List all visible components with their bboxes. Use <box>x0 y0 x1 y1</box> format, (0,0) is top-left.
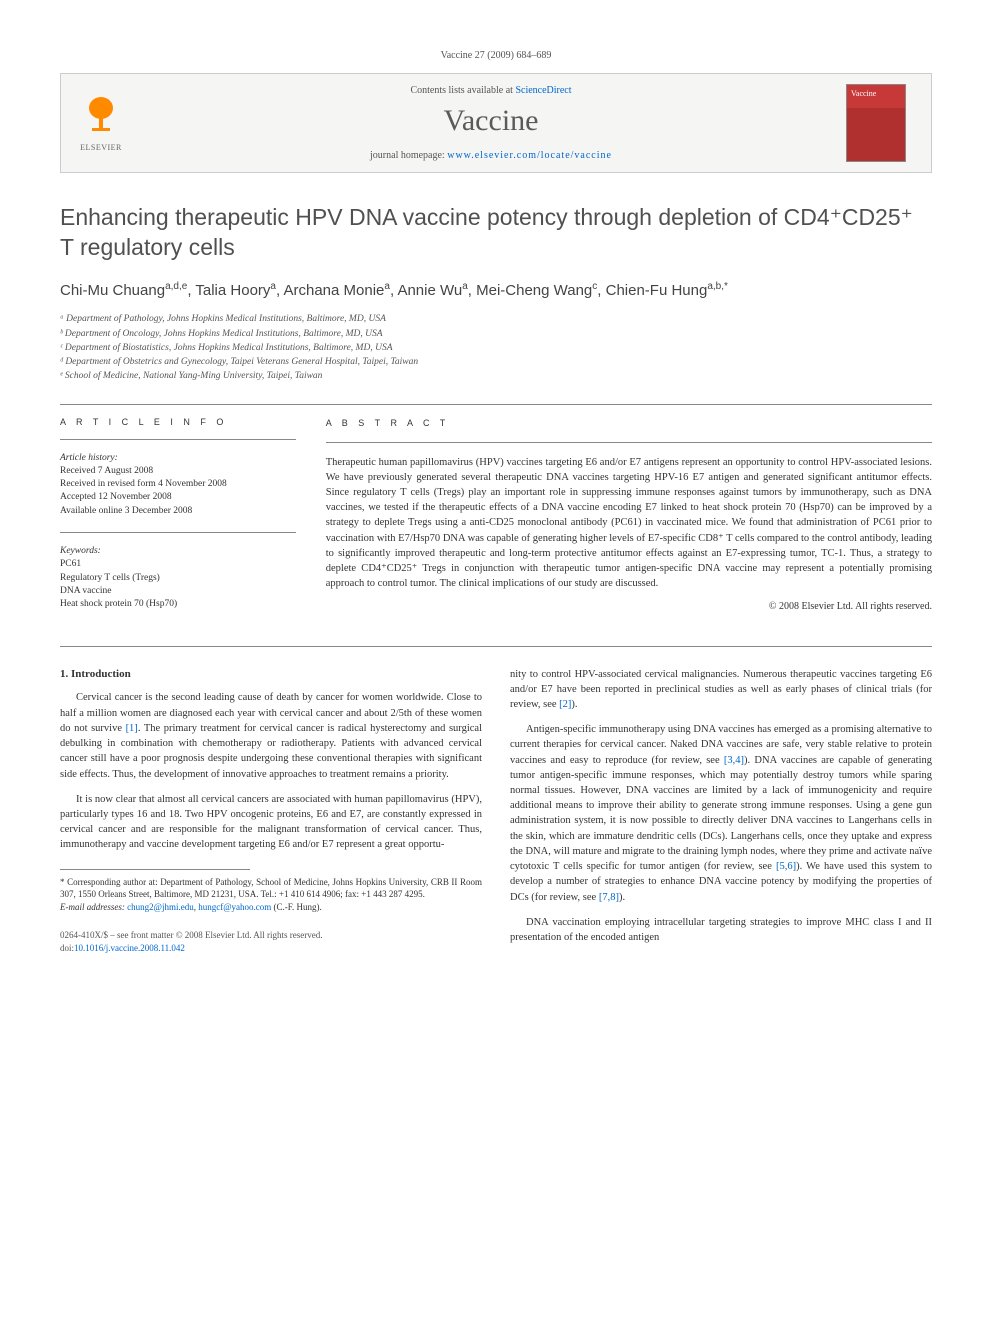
keyword-line: PC61 <box>60 558 296 571</box>
affiliation-line: ᵉ School of Medicine, National Yang-Ming… <box>60 369 932 383</box>
footnote-divider <box>60 869 250 870</box>
ref-link[interactable]: [7,8] <box>599 892 619 903</box>
journal-name: Vaccine <box>136 104 846 138</box>
section-1-heading: 1. Introduction <box>60 667 482 683</box>
elsevier-tree-icon <box>80 94 122 143</box>
article-title: Enhancing therapeutic HPV DNA vaccine po… <box>60 203 932 263</box>
ref-link[interactable]: [1] <box>126 723 138 734</box>
abstract-text: Therapeutic human papillomavirus (HPV) v… <box>326 455 932 592</box>
email-suffix: (C.-F. Hung). <box>271 902 322 912</box>
contents-prefix: Contents lists available at <box>410 85 515 96</box>
body-paragraph: It is now clear that almost all cervical… <box>60 792 482 853</box>
keyword-line: Heat shock protein 70 (Hsp70) <box>60 598 296 611</box>
history-line: Received 7 August 2008 <box>60 465 296 478</box>
article-info-label: A R T I C L E I N F O <box>60 417 296 427</box>
elsevier-logo: ELSEVIER <box>76 96 126 151</box>
abstract-label: A B S T R A C T <box>326 417 932 430</box>
doi-prefix: doi: <box>60 943 74 953</box>
doi-line: doi:10.1016/j.vaccine.2008.11.042 <box>60 942 482 955</box>
divider-bottom <box>60 646 932 647</box>
homepage-prefix: journal homepage: <box>370 150 447 161</box>
ref-link[interactable]: [3,4] <box>724 755 744 766</box>
history-line: Accepted 12 November 2008 <box>60 491 296 504</box>
email-link-1[interactable]: chung2@jhmi.edu <box>127 902 194 912</box>
publisher-logo-area: ELSEVIER <box>76 96 136 151</box>
keywords-block: Keywords: PC61Regulatory T cells (Tregs)… <box>60 545 296 611</box>
body-paragraph: nity to control HPV-associated cervical … <box>510 667 932 713</box>
author-list: Chi-Mu Chuanga,d,e, Talia Hoorya, Archan… <box>60 279 932 303</box>
issn-line: 0264-410X/$ – see front matter © 2008 El… <box>60 929 482 942</box>
affiliation-line: ᶜ Department of Biostatistics, Johns Hop… <box>60 341 932 355</box>
ref-link[interactable]: [2] <box>559 699 571 710</box>
journal-cover-area <box>846 84 916 162</box>
corresponding-text: * Corresponding author at: Department of… <box>60 876 482 901</box>
citation-header: Vaccine 27 (2009) 684–689 <box>60 50 932 61</box>
history-line: Received in revised form 4 November 2008 <box>60 478 296 491</box>
keywords-title: Keywords: <box>60 545 296 558</box>
journal-cover-thumbnail <box>846 84 906 162</box>
doi-link[interactable]: 10.1016/j.vaccine.2008.11.042 <box>74 943 185 953</box>
affiliation-line: ᵇ Department of Oncology, Johns Hopkins … <box>60 327 932 341</box>
history-line: Available online 3 December 2008 <box>60 505 296 518</box>
right-column: nity to control HPV-associated cervical … <box>510 667 932 956</box>
body-columns: 1. Introduction Cervical cancer is the s… <box>60 667 932 956</box>
journal-homepage-line: journal homepage: www.elsevier.com/locat… <box>136 150 846 161</box>
journal-homepage-link[interactable]: www.elsevier.com/locate/vaccine <box>447 150 612 161</box>
journal-banner: ELSEVIER Contents lists available at Sci… <box>60 73 932 173</box>
sciencedirect-link[interactable]: ScienceDirect <box>515 85 571 96</box>
publisher-name: ELSEVIER <box>80 143 122 152</box>
article-history-title: Article history: <box>60 452 296 465</box>
article-history-block: Article history: Received 7 August 2008R… <box>60 452 296 518</box>
page-footer: 0264-410X/$ – see front matter © 2008 El… <box>60 929 482 954</box>
email-link-2[interactable]: hungcf@yahoo.com <box>198 902 271 912</box>
contents-available-line: Contents lists available at ScienceDirec… <box>136 85 846 96</box>
page-container: Vaccine 27 (2009) 684–689 ELSEVIER Conte… <box>0 0 992 1005</box>
affiliations-list: ᵃ Department of Pathology, Johns Hopkins… <box>60 312 932 383</box>
body-paragraph: Cervical cancer is the second leading ca… <box>60 690 482 781</box>
info-abstract-row: A R T I C L E I N F O Article history: R… <box>60 417 932 626</box>
affiliation-line: ᵈ Department of Obstetrics and Gynecolog… <box>60 355 932 369</box>
email-line: E-mail addresses: chung2@jhmi.edu, hungc… <box>60 901 482 914</box>
info-divider-1 <box>60 439 296 440</box>
article-info-column: A R T I C L E I N F O Article history: R… <box>60 417 296 626</box>
body-paragraph: Antigen-specific immunotherapy using DNA… <box>510 722 932 905</box>
email-label: E-mail addresses: <box>60 902 127 912</box>
keyword-line: Regulatory T cells (Tregs) <box>60 572 296 585</box>
abstract-copyright: © 2008 Elsevier Ltd. All rights reserved… <box>326 600 932 615</box>
body-paragraph: DNA vaccination employing intracellular … <box>510 915 932 945</box>
abstract-column: A B S T R A C T Therapeutic human papill… <box>326 417 932 626</box>
banner-center: Contents lists available at ScienceDirec… <box>136 85 846 161</box>
ref-link[interactable]: [5,6] <box>776 861 796 872</box>
divider-top <box>60 404 932 405</box>
abstract-divider <box>326 442 932 443</box>
corresponding-author-footnote: * Corresponding author at: Department of… <box>60 876 482 914</box>
affiliation-line: ᵃ Department of Pathology, Johns Hopkins… <box>60 312 932 326</box>
left-column: 1. Introduction Cervical cancer is the s… <box>60 667 482 956</box>
keyword-line: DNA vaccine <box>60 585 296 598</box>
info-divider-2 <box>60 532 296 533</box>
